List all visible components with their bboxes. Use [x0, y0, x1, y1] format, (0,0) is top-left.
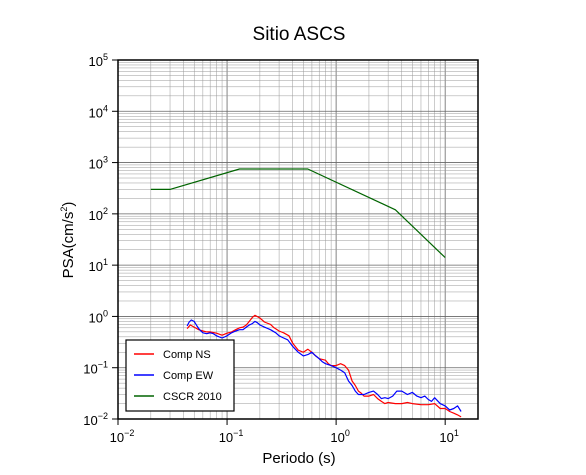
x-tick-label: 101 — [439, 428, 458, 445]
y-axis-label-suffix: ) — [60, 202, 77, 207]
y-tick-label: 100 — [89, 308, 108, 325]
y-tick-label: 10−1 — [83, 360, 108, 377]
plot-area — [150, 168, 462, 418]
series-lines — [150, 168, 462, 418]
legend-label-comp-ew: Comp EW — [163, 370, 214, 382]
x-axis-label: Periodo (s) — [262, 450, 335, 467]
plot-frame — [117, 59, 479, 420]
x-tick-label: 10−2 — [110, 428, 135, 445]
axis-ticks: 10−2 10−1 100 101 10−2 10−1 100 101 102 103 104 105 — [83, 52, 459, 445]
y-tick-label: 101 — [89, 257, 108, 274]
series-line-cscr-2010 — [150, 168, 446, 259]
y-axis-label-exponent: 2 — [59, 207, 69, 212]
chart-title: Sitio ASCS — [253, 24, 346, 45]
y-tick-label: 104 — [89, 103, 108, 120]
y-tick-label: 10−2 — [83, 411, 108, 428]
x-tick-label: 100 — [330, 428, 349, 445]
y-axis-label-prefix: PSA(cm/s — [60, 212, 77, 279]
y-tick-label: 103 — [89, 155, 108, 172]
y-tick-label: 102 — [89, 206, 108, 223]
legend-label-comp-ns: Comp NS — [163, 349, 211, 361]
y-axis-label: PSA(cm/s2) — [59, 202, 77, 279]
y-tick-label: 105 — [89, 52, 108, 69]
series-line-comp-ew — [186, 319, 462, 412]
x-tick-label: 10−1 — [219, 428, 244, 445]
grid — [117, 59, 479, 420]
legend-label-cscr-2010: CSCR 2010 — [163, 391, 222, 403]
legend: Comp NS Comp EW CSCR 2010 — [125, 339, 235, 412]
